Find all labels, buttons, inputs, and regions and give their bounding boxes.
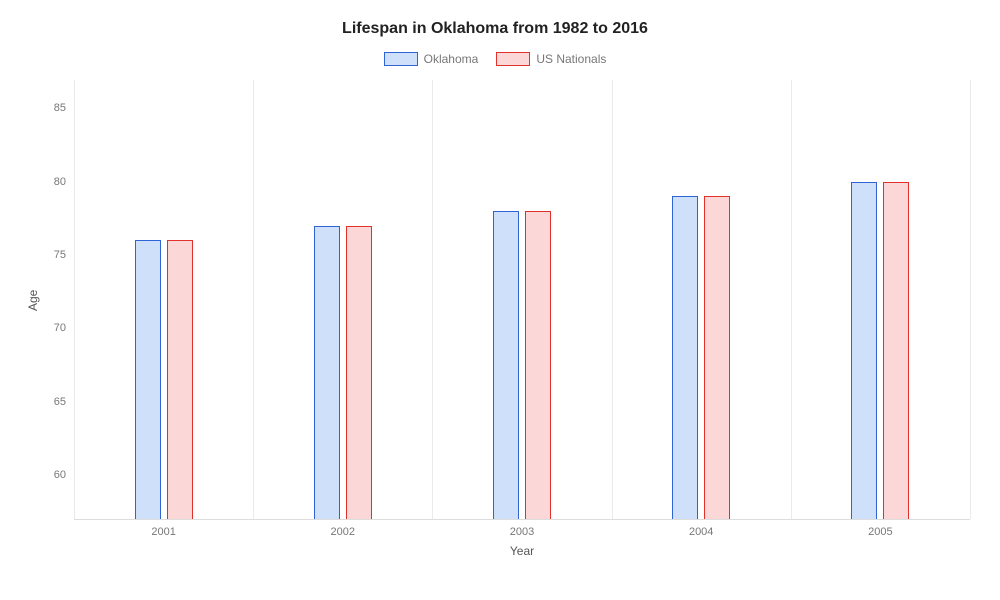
bar (883, 182, 909, 519)
gridline (791, 80, 792, 519)
x-tick: 2005 (868, 526, 892, 538)
gridline (970, 80, 971, 519)
y-tick: 70 (54, 323, 66, 334)
bar-group (314, 226, 372, 519)
gridline (253, 80, 254, 519)
bar (167, 240, 193, 519)
legend-item: Oklahoma (384, 52, 479, 66)
y-tick: 60 (54, 470, 66, 481)
x-tick: 2002 (331, 526, 355, 538)
gridline (74, 80, 75, 519)
plot-area (74, 80, 970, 520)
legend-item: US Nationals (496, 52, 606, 66)
bar-group (672, 196, 730, 519)
bar (525, 211, 551, 519)
y-tick: 65 (54, 397, 66, 408)
y-tick: 85 (54, 103, 66, 114)
legend-swatch (384, 52, 418, 66)
legend-swatch (496, 52, 530, 66)
x-axis: 2001 2002 2003 2004 2005 Year (74, 520, 970, 558)
y-ticks: 85 80 75 70 65 60 (40, 80, 74, 520)
bar-group (851, 182, 909, 519)
x-tick: 2004 (689, 526, 713, 538)
bar (135, 240, 161, 519)
chart-title: Lifespan in Oklahoma from 1982 to 2016 (20, 20, 970, 38)
x-tick: 2001 (151, 526, 175, 538)
bar (704, 196, 730, 519)
bar-group (135, 240, 193, 519)
plot-wrap: Age 85 80 75 70 65 60 (20, 80, 970, 520)
y-axis-label: Age (20, 80, 40, 520)
bar-group (493, 211, 551, 519)
legend-label: Oklahoma (424, 52, 479, 66)
gridline (612, 80, 613, 519)
gridline (432, 80, 433, 519)
legend-label: US Nationals (536, 52, 606, 66)
x-tick: 2003 (510, 526, 534, 538)
bar (851, 182, 877, 519)
legend: Oklahoma US Nationals (20, 52, 970, 66)
x-axis-label: Year (510, 544, 534, 558)
y-tick: 75 (54, 250, 66, 261)
bar (493, 211, 519, 519)
chart-container: Lifespan in Oklahoma from 1982 to 2016 O… (0, 0, 1000, 600)
bar (314, 226, 340, 519)
bar (346, 226, 372, 519)
y-tick: 80 (54, 177, 66, 188)
bar (672, 196, 698, 519)
